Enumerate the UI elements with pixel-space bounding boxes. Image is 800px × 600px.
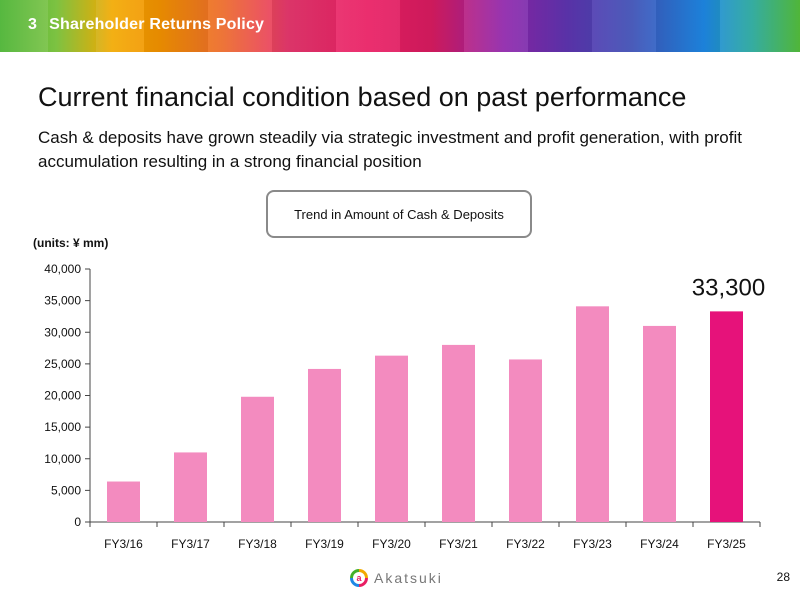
- y-tick-label: 40,000: [44, 262, 81, 276]
- chart-title-box: Trend in Amount of Cash & Deposits: [266, 190, 532, 238]
- bar: [107, 481, 140, 522]
- bar: [375, 355, 408, 522]
- bar-highlight: [710, 311, 743, 522]
- logo-icon: a: [350, 569, 368, 587]
- y-tick-label: 15,000: [44, 420, 81, 434]
- y-tick-label: 5,000: [51, 483, 81, 497]
- bar: [241, 396, 274, 522]
- company-logo: a Akatsuki: [350, 568, 443, 588]
- logo-glyph: a: [353, 572, 365, 584]
- x-tick-label: FY3/25: [707, 537, 746, 551]
- logo-text: Akatsuki: [374, 570, 443, 586]
- y-tick-label: 25,000: [44, 357, 81, 371]
- bar: [509, 359, 542, 522]
- section-number: 3: [28, 16, 38, 33]
- x-tick-label: FY3/23: [573, 537, 612, 551]
- bar: [643, 325, 676, 522]
- chart-title: Trend in Amount of Cash & Deposits: [294, 206, 504, 222]
- page-title: Current financial condition based on pas…: [38, 82, 687, 112]
- bar: [442, 344, 475, 522]
- y-tick-label: 20,000: [44, 389, 81, 403]
- page-number: 28: [776, 570, 790, 584]
- x-tick-label: FY3/19: [305, 537, 344, 551]
- bar: [174, 452, 207, 522]
- bar-value-label: 33,300: [692, 274, 765, 301]
- units-label: (units: ¥ mm): [33, 236, 109, 250]
- y-tick-label: 35,000: [44, 294, 81, 308]
- banner-title: 3 Shareholder Returns Policy: [28, 16, 264, 34]
- section-banner: 3 Shareholder Returns Policy: [0, 0, 800, 52]
- x-tick-label: FY3/22: [506, 537, 545, 551]
- y-tick-label: 10,000: [44, 452, 81, 466]
- x-tick-label: FY3/21: [439, 537, 478, 551]
- x-tick-label: FY3/16: [104, 537, 143, 551]
- bar: [576, 306, 609, 522]
- x-tick-label: FY3/20: [372, 537, 411, 551]
- page-subtitle: Cash & deposits have grown steadily via …: [38, 128, 742, 171]
- y-tick-label: 0: [74, 515, 81, 529]
- bar-chart: 0 5,000 10,000 15,000 20,000 25,000 30,000 35,0…: [44, 262, 765, 551]
- x-tick-label: FY3/18: [238, 537, 277, 551]
- y-tick-label: 30,000: [44, 325, 81, 339]
- section-title: Shareholder Returns Policy: [49, 16, 265, 33]
- x-tick-label: FY3/24: [640, 537, 679, 551]
- x-tick-label: FY3/17: [171, 537, 210, 551]
- bar: [308, 368, 341, 522]
- banner-stripes: [0, 0, 800, 52]
